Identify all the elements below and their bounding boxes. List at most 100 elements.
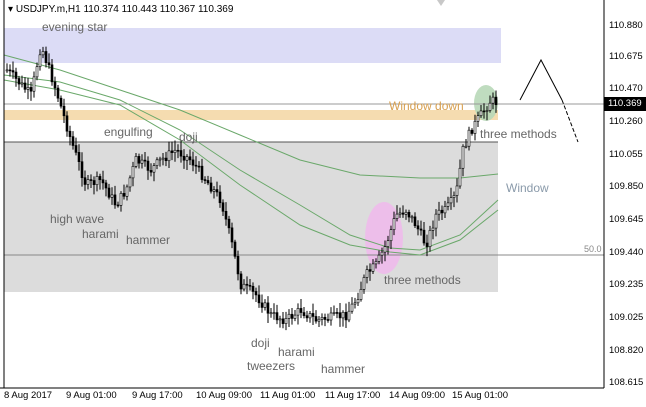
candle-body: [278, 318, 282, 321]
candle-body: [329, 312, 333, 321]
candlestick-series: [5, 46, 498, 331]
candle-body: [308, 313, 312, 319]
candle-body: [443, 206, 447, 214]
candle-body: [338, 312, 342, 319]
candle-body: [269, 312, 273, 315]
candle-body: [392, 218, 396, 230]
header-arrow-icon: ▾: [8, 4, 14, 15]
candle-body: [77, 152, 81, 163]
candle-body: [422, 229, 426, 244]
y-tick: 110.055: [609, 149, 643, 160]
candle-body: [125, 186, 129, 197]
candle-body: [65, 115, 69, 132]
candle-body: [350, 303, 354, 312]
candle-body: [284, 318, 288, 324]
candle-body: [389, 229, 393, 242]
candle-body: [35, 66, 39, 78]
candle-body: [293, 314, 297, 319]
candle-body: [68, 130, 72, 137]
candle-body: [224, 211, 228, 220]
candle-body: [203, 179, 207, 181]
symbol-header: ▾ USDJPY.m,H1 110.374 110.443 110.367 11…: [8, 4, 233, 15]
candle-body: [491, 96, 495, 104]
candle-body: [56, 87, 60, 99]
candle-body: [167, 150, 171, 162]
y-tick: 110.880: [609, 20, 643, 31]
candle-body: [437, 209, 441, 215]
moving-average-mid: [3, 74, 499, 251]
candle-body: [236, 256, 240, 275]
candle-body: [239, 273, 243, 290]
moving-average-fast: [3, 54, 499, 179]
candle-body: [218, 191, 222, 204]
candle-body: [470, 129, 474, 134]
candle-body: [230, 227, 234, 243]
x-tick: 14 Aug 09:00: [389, 390, 445, 401]
chart-shift-marker-icon[interactable]: [437, 0, 445, 6]
candle-body: [41, 51, 45, 56]
x-tick: 11 Aug 17:00: [325, 390, 381, 401]
candle-body: [152, 165, 156, 173]
candle-body: [473, 120, 477, 134]
candle-body: [488, 102, 492, 111]
annotation-tweezers: tweezers: [247, 359, 296, 373]
candle-body: [14, 71, 18, 79]
candle-body: [266, 302, 270, 314]
candle-body: [149, 170, 153, 173]
candle-body: [155, 159, 159, 166]
candle-body: [122, 193, 126, 197]
candle-body: [47, 62, 51, 66]
candle-body: [479, 110, 483, 116]
annotation-evening-star: evening star: [42, 20, 108, 34]
candle-body: [74, 145, 78, 153]
candle-body: [452, 195, 456, 198]
candle-body: [476, 115, 480, 122]
candle-body: [413, 216, 417, 227]
candle-body: [404, 211, 408, 215]
candle-body: [200, 165, 204, 180]
y-tick: 109.850: [609, 181, 644, 192]
candle-body: [212, 189, 216, 192]
candle-body: [182, 155, 186, 161]
candle-body: [254, 291, 258, 296]
candle-body: [365, 269, 369, 278]
candle-body: [113, 194, 117, 206]
candle-body: [467, 129, 471, 147]
candle-body: [53, 81, 57, 89]
projection-line-dashed: [561, 99, 579, 143]
candle-body: [38, 54, 42, 68]
candle-body: [377, 254, 381, 262]
candle-body: [95, 176, 99, 186]
candle-body: [173, 149, 177, 153]
candle-body: [311, 313, 315, 317]
candle-body: [59, 97, 63, 107]
candle-body: [137, 156, 141, 164]
candle-body: [410, 216, 414, 219]
candle-body: [407, 211, 411, 218]
candle-body: [395, 213, 399, 219]
candle-body: [179, 150, 183, 157]
annotation-harami-bottom: harami: [278, 345, 315, 359]
candle-body: [428, 229, 432, 247]
candle-body: [347, 310, 351, 321]
candle-body: [458, 167, 462, 187]
candle-body: [419, 228, 423, 231]
x-tick: 9 Aug 17:00: [132, 390, 183, 401]
candle-body: [380, 251, 384, 256]
candle-body: [176, 149, 180, 152]
annotation-engulfing: engulfing: [104, 125, 153, 139]
candle-body: [134, 156, 138, 167]
candle-body: [110, 194, 114, 198]
x-tick: 11 Aug 01:00: [260, 390, 316, 401]
candle-body: [260, 302, 264, 308]
candle-body: [161, 157, 165, 160]
candle-body: [140, 159, 144, 164]
candle-body: [146, 160, 150, 171]
candle-body: [62, 105, 66, 117]
candle-body: [248, 284, 252, 287]
candle-body: [170, 150, 174, 153]
candle-body: [299, 308, 303, 313]
candle-body: [80, 161, 84, 178]
